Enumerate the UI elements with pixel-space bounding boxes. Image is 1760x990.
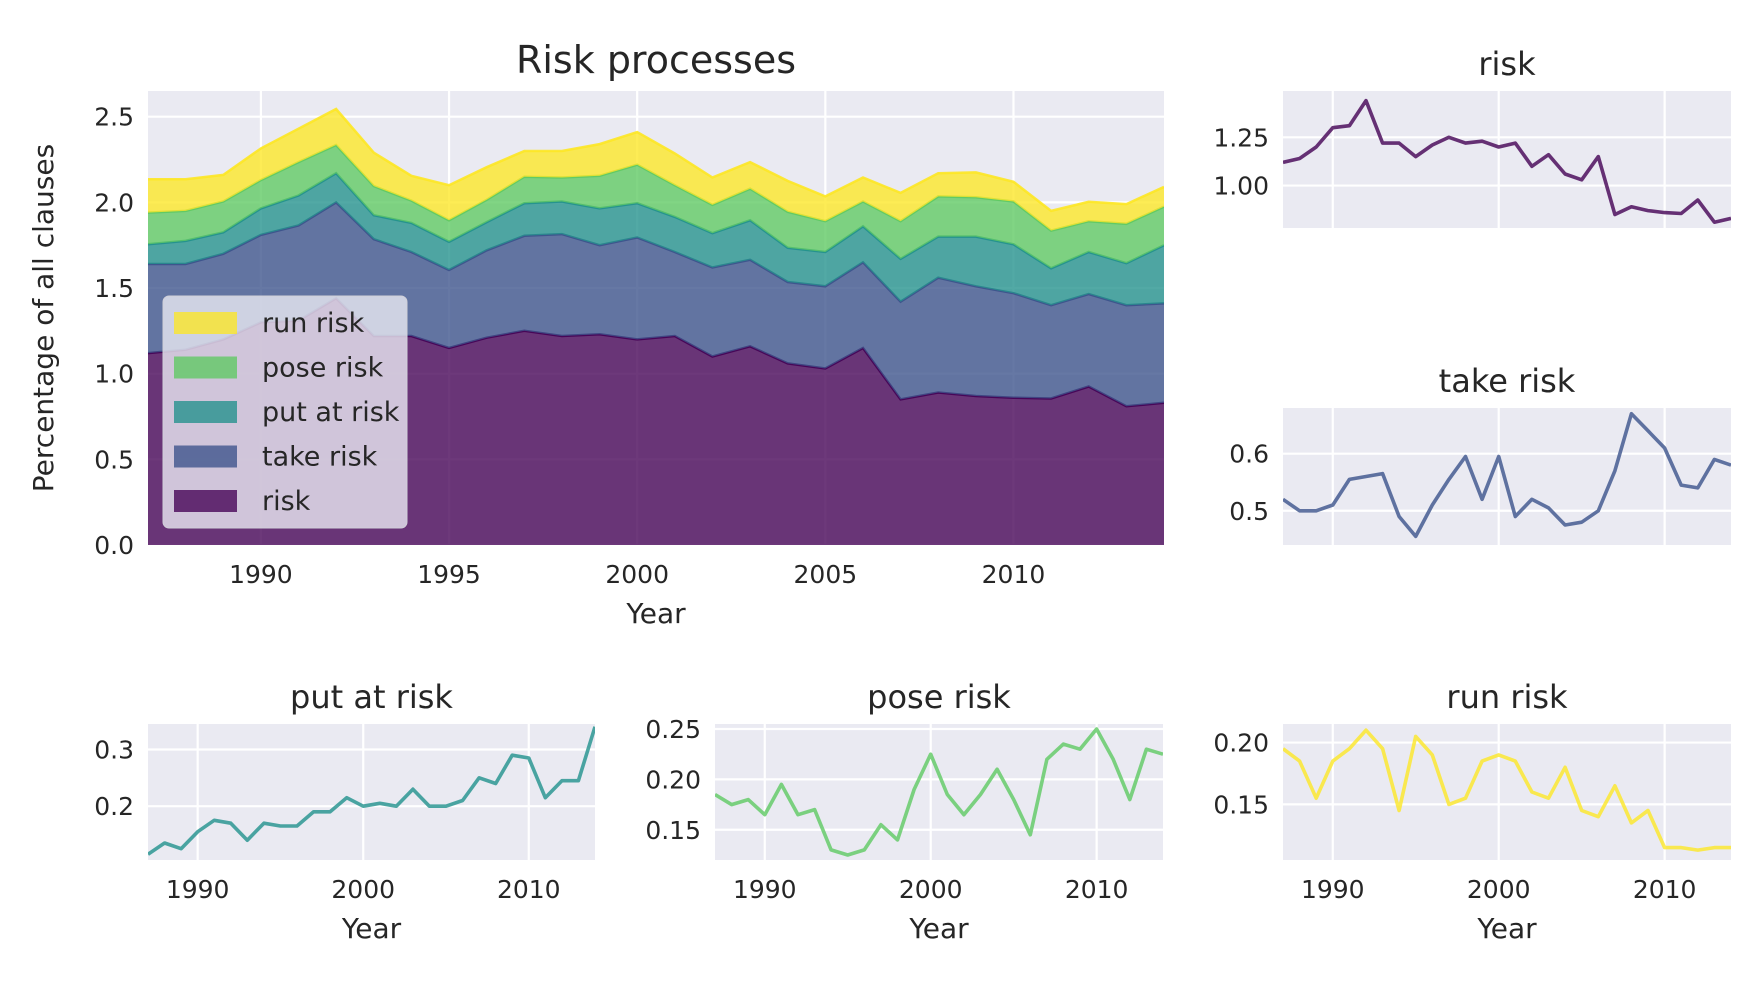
y-tick-label: 0.2 (94, 792, 134, 821)
panel-risk: 1.00 1.25 risk (1213, 45, 1731, 228)
y-tick-label: 0.5 (1229, 497, 1269, 526)
x-tick-label: 2010 (1065, 875, 1129, 904)
y-tick-label: 1.0 (94, 360, 134, 389)
legend-box (162, 295, 408, 529)
chart-title: take risk (1439, 362, 1576, 400)
y-tick-label: 0.0 (94, 531, 134, 560)
area-edge-run-risk (148, 107, 1164, 213)
x-tick-label: 2010 (497, 875, 561, 904)
y-tick-label: 1.00 (1213, 172, 1269, 201)
x-tick-label: 1990 (229, 560, 293, 589)
legend-label: pose risk (262, 353, 384, 384)
chart-title: put at risk (290, 678, 453, 716)
y-tick-label: 0.20 (645, 765, 701, 794)
x-tick-label: 2010 (1633, 875, 1697, 904)
legend-swatch (174, 490, 237, 512)
x-axis-label: Year (341, 912, 402, 945)
chart-title: run risk (1446, 678, 1568, 716)
y-axis-label: Percentage of all clauses (27, 144, 60, 492)
area-pose-risk (148, 145, 1164, 269)
x-tick-label: 2000 (331, 875, 395, 904)
y-tick-label: 0.6 (1229, 440, 1269, 469)
legend-label: risk (262, 486, 311, 517)
panel-take: 0.5 0.6 take risk (1229, 362, 1731, 545)
legend: run risk pose risk put at risk take risk ris… (162, 295, 408, 529)
legend-swatch (174, 356, 237, 379)
x-tick-label: 2000 (899, 875, 963, 904)
y-tick-label: 0.25 (645, 715, 701, 744)
x-axis-label: Year (625, 597, 686, 630)
area-take-risk (148, 202, 1164, 407)
plot-area (1283, 724, 1731, 860)
series-line-run (1283, 728, 1731, 852)
legend-swatch (174, 401, 237, 423)
y-tick-label: 1.25 (1213, 123, 1269, 152)
x-tick-label: 2000 (605, 560, 669, 589)
y-tick-label: 0.5 (94, 445, 134, 474)
plot-area (715, 724, 1163, 860)
x-tick-label: 2010 (982, 560, 1046, 589)
panel-stack: 1990 1995 2000 2005 2010 0.0 0.5 1.0 1.5 2.0 2.5 Ri… (27, 38, 1164, 630)
y-tick-label: 2.5 (94, 103, 134, 132)
series-line-put (148, 726, 595, 856)
x-tick-label: 2000 (1467, 875, 1531, 904)
series-line-take (1283, 411, 1731, 539)
y-tick-label: 0.3 (94, 736, 134, 765)
x-tick-label: 1990 (733, 875, 797, 904)
x-tick-label: 2005 (794, 560, 858, 589)
series-line-risk (1283, 98, 1731, 224)
x-axis-label: Year (908, 912, 969, 945)
panel-put: 1990 2000 2010 0.2 0.3 put at risk Year (94, 678, 595, 945)
area-run-risk (148, 109, 1164, 231)
legend-swatch (174, 312, 237, 334)
series-line-pose (715, 727, 1163, 857)
legend-label: take risk (262, 442, 378, 473)
y-tick-label: 2.0 (94, 188, 134, 217)
panel-pose: 1990 2000 2010 0.15 0.20 0.25 pose risk Year (645, 678, 1163, 945)
legend-label: put at risk (262, 397, 400, 428)
x-axis-label: Year (1476, 912, 1537, 945)
y-tick-label: 0.15 (645, 816, 701, 845)
x-tick-label: 1990 (1301, 875, 1365, 904)
chart-title: pose risk (867, 678, 1011, 716)
chart-title: Risk processes (516, 38, 796, 82)
y-tick-label: 0.20 (1213, 729, 1269, 758)
panel-run: 1990 2000 2010 0.15 0.20 run risk Year (1213, 678, 1731, 945)
x-tick-label: 1995 (417, 560, 481, 589)
y-tick-label: 0.15 (1213, 790, 1269, 819)
legend-swatch (174, 445, 237, 468)
legend-label: run risk (262, 308, 365, 339)
y-tick-label: 1.5 (94, 274, 134, 303)
chart-title: risk (1478, 45, 1536, 83)
plot-area (148, 724, 595, 860)
area-put-at-risk (148, 173, 1164, 306)
x-tick-label: 1990 (166, 875, 230, 904)
